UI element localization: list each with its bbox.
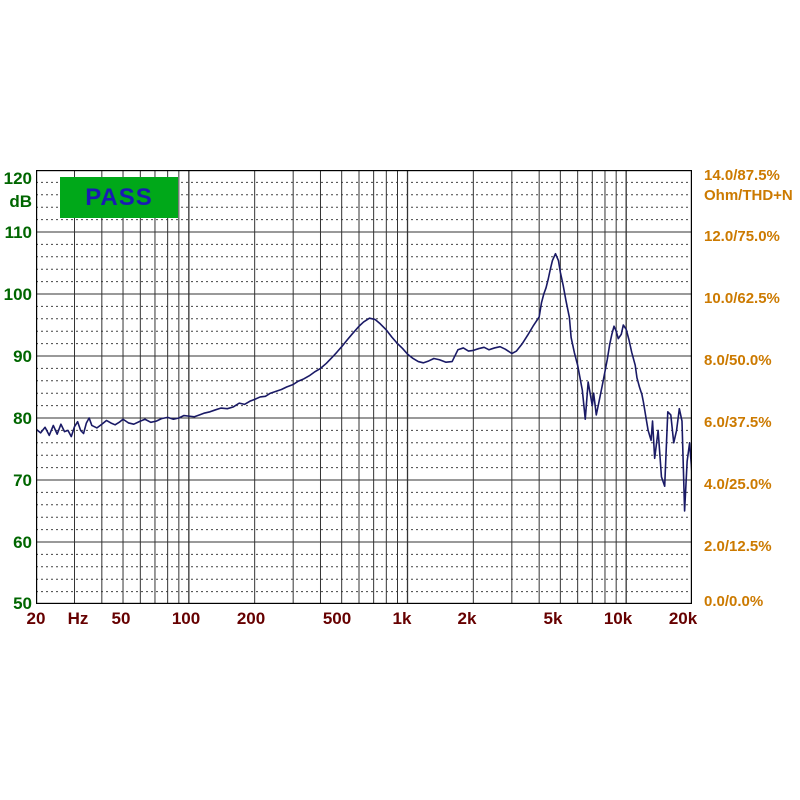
right-axis-label-10: 10.0/62.5% bbox=[704, 290, 780, 307]
y-axis-label-90: 90 bbox=[13, 347, 32, 366]
right-axis-label-12: 12.0/75.0% bbox=[704, 228, 780, 245]
y-axis-unit-db: dB bbox=[9, 192, 32, 211]
y-axis-label-50: 50 bbox=[13, 594, 32, 613]
x-axis-label-5k: 5k bbox=[543, 609, 563, 628]
spl-response-curve bbox=[36, 252, 692, 512]
y-axis-label-60: 60 bbox=[13, 533, 32, 552]
y-axis-label-100: 100 bbox=[3, 285, 32, 304]
grid-major-horizontal bbox=[36, 170, 692, 604]
y-axis-label-80: 80 bbox=[13, 409, 32, 428]
right-axis-label-4: 4.0/25.0% bbox=[704, 476, 772, 493]
plot-border bbox=[36, 170, 692, 604]
right-axis-label-2: 2.0/12.5% bbox=[704, 538, 772, 555]
right-axis-label-8: 8.0/50.0% bbox=[704, 352, 772, 369]
x-axis-label-20: 20 bbox=[26, 609, 46, 628]
right-axis-unit: Ohm/THD+N bbox=[704, 187, 793, 204]
response-curve-svg bbox=[36, 170, 692, 604]
y-axis-label-120: 120 bbox=[3, 169, 32, 188]
x-axis-label-500: 500 bbox=[322, 609, 352, 628]
right-axis-label-14: 14.0/87.5% bbox=[704, 167, 780, 184]
x-axis-label-10k: 10k bbox=[603, 609, 633, 628]
plot-background bbox=[36, 170, 692, 604]
x-axis-unit-hz: Hz bbox=[67, 609, 89, 628]
x-axis-label-1k: 1k bbox=[392, 609, 412, 628]
y-axis-label-70: 70 bbox=[13, 471, 32, 490]
x-axis-label-200: 200 bbox=[236, 609, 266, 628]
y-axis-label-110: 110 bbox=[4, 223, 32, 242]
right-axis-label-0: 0.0/0.0% bbox=[704, 593, 764, 610]
x-axis-label-2k: 2k bbox=[457, 609, 477, 628]
grid-vertical bbox=[74, 170, 627, 604]
status-badge: PASS bbox=[60, 177, 178, 218]
right-axis-label-6: 6.0/37.5% bbox=[704, 414, 772, 431]
x-axis-label-20k: 20k bbox=[668, 609, 698, 628]
status-badge-label: PASS bbox=[85, 183, 153, 211]
x-axis-label-100: 100 bbox=[171, 609, 201, 628]
plot-area bbox=[36, 170, 692, 604]
x-axis-label-50: 50 bbox=[111, 609, 131, 628]
